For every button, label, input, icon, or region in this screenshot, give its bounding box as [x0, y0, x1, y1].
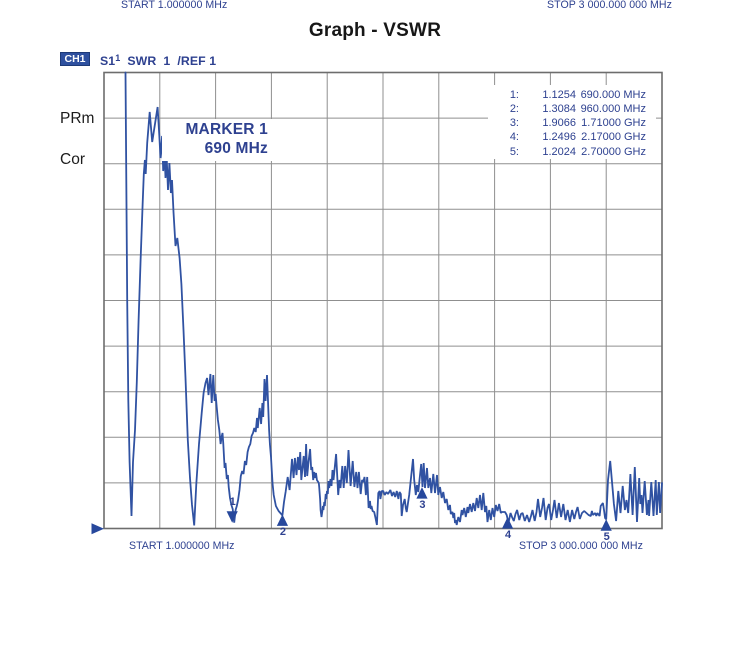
active-marker-frequency: 690 MHz — [204, 139, 268, 157]
marker-table-number: 4: — [509, 131, 519, 144]
marker-4-number-label: 4 — [505, 529, 512, 542]
marker-5-number-label: 5 — [603, 531, 610, 544]
marker-table-swr-value: 1.2024 — [542, 145, 576, 158]
channel-badge: CH1 — [60, 52, 90, 66]
marker-table-row: 3: 1.9066 1.71000 GHz — [488, 116, 656, 130]
channel-header-label: S11 SWR 1 /REF 1 — [100, 53, 216, 68]
marker-table-number: 3: — [509, 117, 519, 130]
marker-1-number-label: 1 — [229, 495, 236, 508]
marker-table-swr-value: 1.9066 — [542, 117, 576, 130]
marker-table-row: 4: 1.2496 2.17000 GHz — [488, 130, 656, 144]
marker-table-frequency: 2.70000 GHz — [581, 145, 646, 158]
marker-readout-table: 1: 1.1254 690.000 MHz 2: 1.3084 960.000 MHz 3:… — [488, 85, 656, 159]
marker-5-symbol — [600, 519, 612, 531]
marker-table-number: 1: — [509, 88, 519, 101]
active-marker-callout: MARKER 1 690 MHz — [162, 119, 272, 161]
marker-table-swr-value: 1.3084 — [542, 102, 576, 115]
trace-format-label: SWR 1 /REF 1 — [127, 53, 217, 68]
previous-graph-start-label: START 1.000000 MHz — [121, 0, 228, 11]
prm-status-label: PRm — [60, 110, 95, 127]
marker-2-number-label: 2 — [279, 526, 286, 539]
marker-table-frequency: 1.71000 GHz — [581, 117, 646, 130]
reference-level-indicator — [91, 523, 104, 535]
marker-table-frequency: 2.17000 GHz — [581, 131, 646, 144]
marker-table-row: 1: 1.1254 690.000 MHz — [488, 88, 656, 102]
marker-table-number: 2: — [509, 102, 519, 115]
s-parameter-subscript: 1 — [115, 52, 121, 63]
previous-graph-stop-label: STOP 3 000.000 000 MHz — [547, 0, 672, 11]
marker-table-row: 5: 1.2024 2.70000 GHz — [488, 145, 656, 159]
marker-3-symbol — [416, 487, 428, 499]
vswr-trace — [124, 71, 663, 526]
cor-status-label: Cor — [60, 151, 85, 168]
page-title: Graph - VSWR — [308, 20, 442, 41]
marker-table-swr-value: 1.2496 — [542, 131, 576, 144]
marker-table-swr-value: 1.1254 — [542, 88, 576, 101]
x-axis-start-label: START 1.000000 MHz — [129, 539, 235, 552]
x-axis-stop-label: STOP 3 000.000 000 MHz — [519, 539, 643, 552]
marker-1-symbol — [226, 511, 238, 523]
marker-2-symbol — [276, 514, 289, 526]
marker-4-symbol — [501, 517, 514, 529]
s-parameter-label: S1 — [100, 53, 116, 68]
graticule-border — [103, 71, 663, 530]
active-marker-name: MARKER 1 — [185, 121, 268, 138]
marker-table-row: 2: 1.3084 960.000 MHz — [488, 102, 656, 116]
marker-3-number-label: 3 — [419, 499, 426, 512]
marker-table-number: 5: — [509, 145, 519, 158]
marker-table-frequency: 960.000 MHz — [580, 102, 646, 115]
marker-table-frequency: 690.000 MHz — [580, 88, 646, 101]
